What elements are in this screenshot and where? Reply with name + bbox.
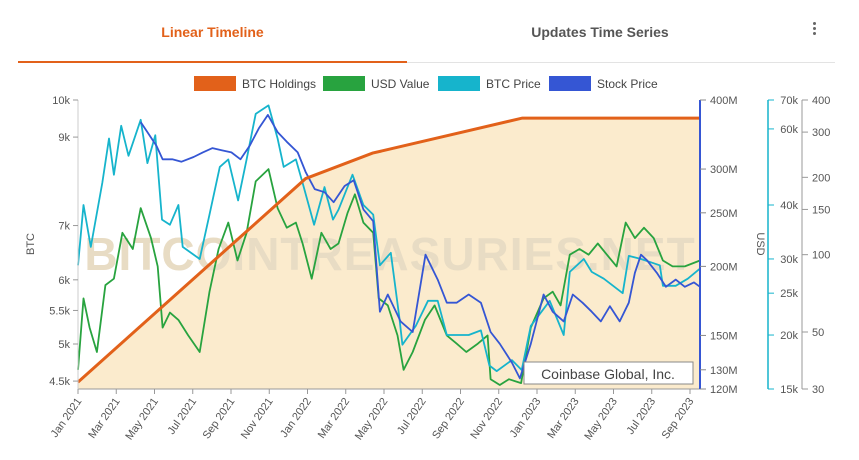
x-tick-label-0: Jan 2021 xyxy=(49,396,85,440)
x-tick-label-16: Sep 2023 xyxy=(660,396,697,441)
tab-linear-timeline-label: Linear Timeline xyxy=(161,24,264,40)
tab-updates-time-series[interactable]: Updates Time Series xyxy=(407,0,793,62)
usd-tick-label-1: 130M xyxy=(710,365,738,377)
legend-swatch-3 xyxy=(549,76,591,91)
stock-price-tick-label-4: 200 xyxy=(812,172,830,184)
x-tick-label-6: Jan 2022 xyxy=(278,396,314,440)
btc-tick-label-5: 9k xyxy=(58,132,70,144)
company-label-text: Coinbase Global, Inc. xyxy=(541,366,675,382)
company-label: Coinbase Global, Inc. xyxy=(523,361,694,385)
x-tick-label-13: Mar 2023 xyxy=(545,396,581,441)
btc-price-tick-label-4: 40k xyxy=(780,200,798,212)
legend: BTC Holdings USD Value BTC Price Stock Pric… xyxy=(194,76,658,91)
usd-tick-label-4: 250M xyxy=(710,208,738,220)
usd-tick-label-5: 300M xyxy=(710,164,738,176)
tab-bar: Linear Timeline Updates Time Series xyxy=(18,0,835,63)
legend-swatch-1 xyxy=(323,76,365,91)
usd-tick-label-3: 200M xyxy=(710,261,738,273)
stock-price-tick-label-6: 400 xyxy=(812,95,830,107)
legend-label-1: USD Value xyxy=(371,77,430,91)
series-line-btc-price xyxy=(77,104,701,372)
x-tick-label-9: Jul 2022 xyxy=(395,396,429,437)
x-tick-label-7: Mar 2022 xyxy=(316,396,352,441)
btc-price-tick-label-6: 70k xyxy=(780,95,798,107)
usd-tick-label-0: 120M xyxy=(710,384,738,396)
x-tick-label-14: May 2023 xyxy=(582,396,620,442)
btc-price-tick-label-5: 60k xyxy=(780,124,798,136)
stock-price-tick-label-5: 300 xyxy=(812,127,830,139)
x-tick-label-12: Jan 2023 xyxy=(508,396,544,440)
x-tick-label-2: May 2021 xyxy=(123,396,161,442)
stock-price-tick-label-0: 30 xyxy=(812,384,824,396)
btc-price-tick-label-3: 30k xyxy=(780,254,798,266)
company-label-box xyxy=(523,361,694,385)
stock-price-tick-label-1: 50 xyxy=(812,327,824,339)
legend-swatch-2 xyxy=(438,76,480,91)
series-line-btc-holdings xyxy=(77,116,700,384)
btc-tick-label-2: 5.5k xyxy=(49,305,70,317)
legend-label-3: Stock Price xyxy=(597,77,658,91)
btc-axis-title: BTC xyxy=(25,233,37,255)
legend-swatch-0 xyxy=(194,76,236,91)
btc-price-tick-label-0: 15k xyxy=(780,384,798,396)
more-vertical-icon[interactable] xyxy=(809,20,819,40)
usd-axis-title: USD xyxy=(754,232,766,255)
stock-price-tick-label-2: 100 xyxy=(812,250,830,262)
x-tick-label-11: Nov 2022 xyxy=(468,396,505,441)
active-tab-indicator xyxy=(18,61,407,63)
stock-price-tick-label-3: 150 xyxy=(812,204,830,216)
series-line-stock-price xyxy=(139,114,701,380)
x-tick-label-3: Jul 2021 xyxy=(166,396,200,437)
usd-tick-label-6: 400M xyxy=(710,95,738,107)
btc-tick-label-3: 6k xyxy=(58,275,70,287)
x-tick-label-15: Jul 2023 xyxy=(625,396,659,437)
tab-linear-timeline[interactable]: Linear Timeline xyxy=(18,0,407,63)
x-tick-label-8: May 2022 xyxy=(353,396,391,442)
tab-updates-time-series-label: Updates Time Series xyxy=(531,24,669,40)
legend-label-0: BTC Holdings xyxy=(242,77,316,91)
x-tick-label-4: Sep 2021 xyxy=(201,396,238,441)
x-tick-label-1: Mar 2021 xyxy=(86,396,122,441)
btc-tick-label-1: 5k xyxy=(58,339,70,351)
legend-label-2: BTC Price xyxy=(486,77,541,91)
x-tick-label-10: Sep 2022 xyxy=(430,396,467,441)
x-tick-label-5: Nov 2021 xyxy=(239,396,276,441)
usd-tick-label-2: 150M xyxy=(710,330,738,342)
btc-tick-label-4: 7k xyxy=(58,221,70,233)
btc-tick-label-0: 4.5k xyxy=(49,376,70,388)
btc-price-tick-label-1: 20k xyxy=(780,330,798,342)
btc-price-tick-label-2: 25k xyxy=(780,288,798,300)
btc-tick-label-6: 10k xyxy=(52,95,70,107)
